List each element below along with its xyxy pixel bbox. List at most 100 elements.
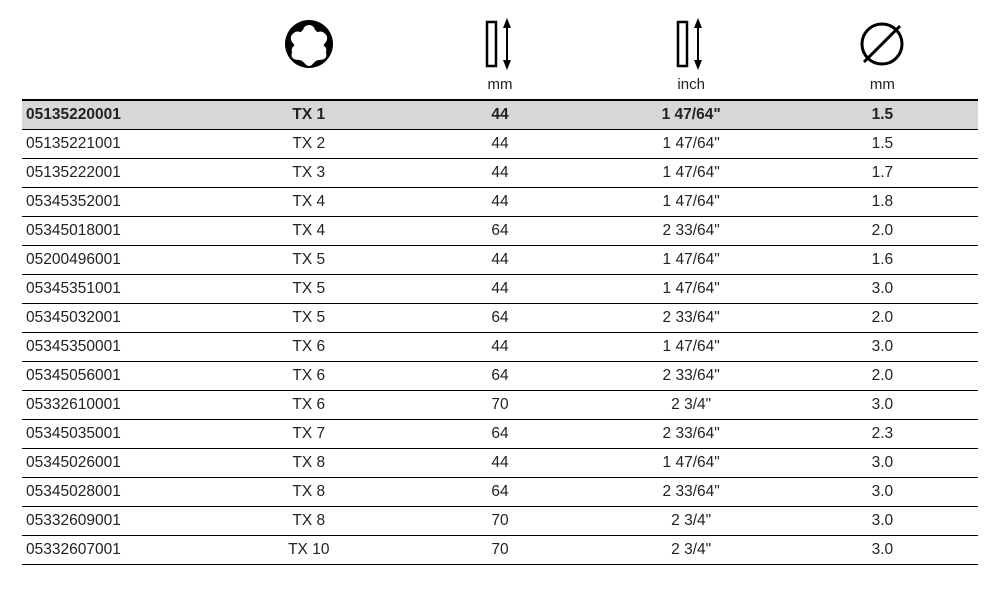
table-cell: 3.0 (787, 275, 978, 304)
table-cell: 05345018001 (22, 217, 213, 246)
table-cell: 3.0 (787, 507, 978, 536)
table-cell: 3.0 (787, 449, 978, 478)
table-cell: 05345028001 (22, 478, 213, 507)
table-cell: 1.5 (787, 130, 978, 159)
table-cell: 44 (404, 246, 595, 275)
table-cell: 2 33/64" (596, 217, 787, 246)
table-cell: 2 3/4" (596, 391, 787, 420)
table-cell: 44 (404, 100, 595, 130)
header-unit-cell: inch (596, 76, 787, 100)
table-cell: 1 47/64" (596, 130, 787, 159)
table-cell: TX 5 (213, 304, 404, 333)
table-row: 05135222001TX 3441 47/64"1.7 (22, 159, 978, 188)
table-cell: 3.0 (787, 333, 978, 362)
table-cell: 64 (404, 217, 595, 246)
table-cell: 2.3 (787, 420, 978, 449)
table-row: 05345026001TX 8441 47/64"3.0 (22, 449, 978, 478)
table-cell: 44 (404, 275, 595, 304)
table-cell: 44 (404, 188, 595, 217)
table-cell: 1 47/64" (596, 188, 787, 217)
table-cell: TX 10 (213, 536, 404, 565)
table-cell: 3.0 (787, 478, 978, 507)
table-cell: 44 (404, 130, 595, 159)
table-cell: 1 47/64" (596, 449, 787, 478)
table-row: 05345032001TX 5642 33/64"2.0 (22, 304, 978, 333)
table-cell: 05332607001 (22, 536, 213, 565)
spec-table: mm inch mm 05135220001TX 1441 47/64"1.50… (22, 12, 978, 565)
table-cell: 2 33/64" (596, 304, 787, 333)
table-cell: 2 3/4" (596, 507, 787, 536)
table-cell: 05345032001 (22, 304, 213, 333)
table-cell: 64 (404, 478, 595, 507)
table-row: 05345056001TX 6642 33/64"2.0 (22, 362, 978, 391)
table-row: 05345351001TX 5441 47/64"3.0 (22, 275, 978, 304)
header-units-row: mm inch mm (22, 76, 978, 100)
table-cell: 2 3/4" (596, 536, 787, 565)
table-cell: 2.0 (787, 217, 978, 246)
table-cell: 05345350001 (22, 333, 213, 362)
table-cell: 05345351001 (22, 275, 213, 304)
header-icon-length-inch (596, 12, 787, 76)
table-row: 05345352001TX 4441 47/64"1.8 (22, 188, 978, 217)
table-cell: 64 (404, 362, 595, 391)
length-icon (674, 16, 708, 72)
table-cell: TX 6 (213, 362, 404, 391)
table-cell: 1 47/64" (596, 275, 787, 304)
table-cell: TX 5 (213, 275, 404, 304)
table-row: 05332610001TX 6702 3/4"3.0 (22, 391, 978, 420)
header-unit-cell (22, 76, 213, 100)
table-row: 05345018001TX 4642 33/64"2.0 (22, 217, 978, 246)
table-cell: 3.0 (787, 391, 978, 420)
table-cell: TX 6 (213, 333, 404, 362)
table-row: 05135221001TX 2441 47/64"1.5 (22, 130, 978, 159)
table-cell: 05345035001 (22, 420, 213, 449)
table-cell: TX 3 (213, 159, 404, 188)
table-cell: 05345026001 (22, 449, 213, 478)
header-icon-diameter (787, 12, 978, 76)
table-cell: TX 6 (213, 391, 404, 420)
diameter-icon (854, 16, 910, 72)
table-header: mm inch mm (22, 12, 978, 100)
table-cell: TX 4 (213, 188, 404, 217)
table-cell: 64 (404, 420, 595, 449)
table-cell: 44 (404, 333, 595, 362)
table-cell: 2 33/64" (596, 420, 787, 449)
table-cell: 70 (404, 507, 595, 536)
table-row: 05332609001TX 8702 3/4"3.0 (22, 507, 978, 536)
table-cell: TX 2 (213, 130, 404, 159)
table-cell: TX 4 (213, 217, 404, 246)
table-cell: 2 33/64" (596, 362, 787, 391)
table-cell: 2.0 (787, 304, 978, 333)
table-cell: 1 47/64" (596, 246, 787, 275)
header-unit-cell: mm (787, 76, 978, 100)
table-cell: 70 (404, 391, 595, 420)
table-cell: 1.6 (787, 246, 978, 275)
table-row: 05135220001TX 1441 47/64"1.5 (22, 100, 978, 130)
table-cell: 64 (404, 304, 595, 333)
table-cell: TX 8 (213, 478, 404, 507)
table-cell: 05200496001 (22, 246, 213, 275)
table-cell: 05135221001 (22, 130, 213, 159)
table-cell: 2.0 (787, 362, 978, 391)
table-cell: 05345352001 (22, 188, 213, 217)
table-cell: 1.5 (787, 100, 978, 130)
table-cell: 1.7 (787, 159, 978, 188)
torx-icon (281, 16, 337, 72)
table-cell: TX 8 (213, 449, 404, 478)
table-cell: 05135220001 (22, 100, 213, 130)
table-row: 05345350001TX 6441 47/64"3.0 (22, 333, 978, 362)
table-cell: 2 33/64" (596, 478, 787, 507)
table-row: 05332607001TX 10702 3/4"3.0 (22, 536, 978, 565)
table-cell: 1 47/64" (596, 333, 787, 362)
table-cell: TX 8 (213, 507, 404, 536)
table-row: 05345028001TX 8642 33/64"3.0 (22, 478, 978, 507)
table-row: 05200496001TX 5441 47/64"1.6 (22, 246, 978, 275)
table-row: 05345035001TX 7642 33/64"2.3 (22, 420, 978, 449)
table-cell: 44 (404, 159, 595, 188)
table-container: mm inch mm 05135220001TX 1441 47/64"1.50… (0, 0, 1000, 565)
table-cell: TX 1 (213, 100, 404, 130)
table-cell: TX 7 (213, 420, 404, 449)
header-icon-torx (213, 12, 404, 76)
table-cell: 1 47/64" (596, 159, 787, 188)
table-cell: 05332609001 (22, 507, 213, 536)
